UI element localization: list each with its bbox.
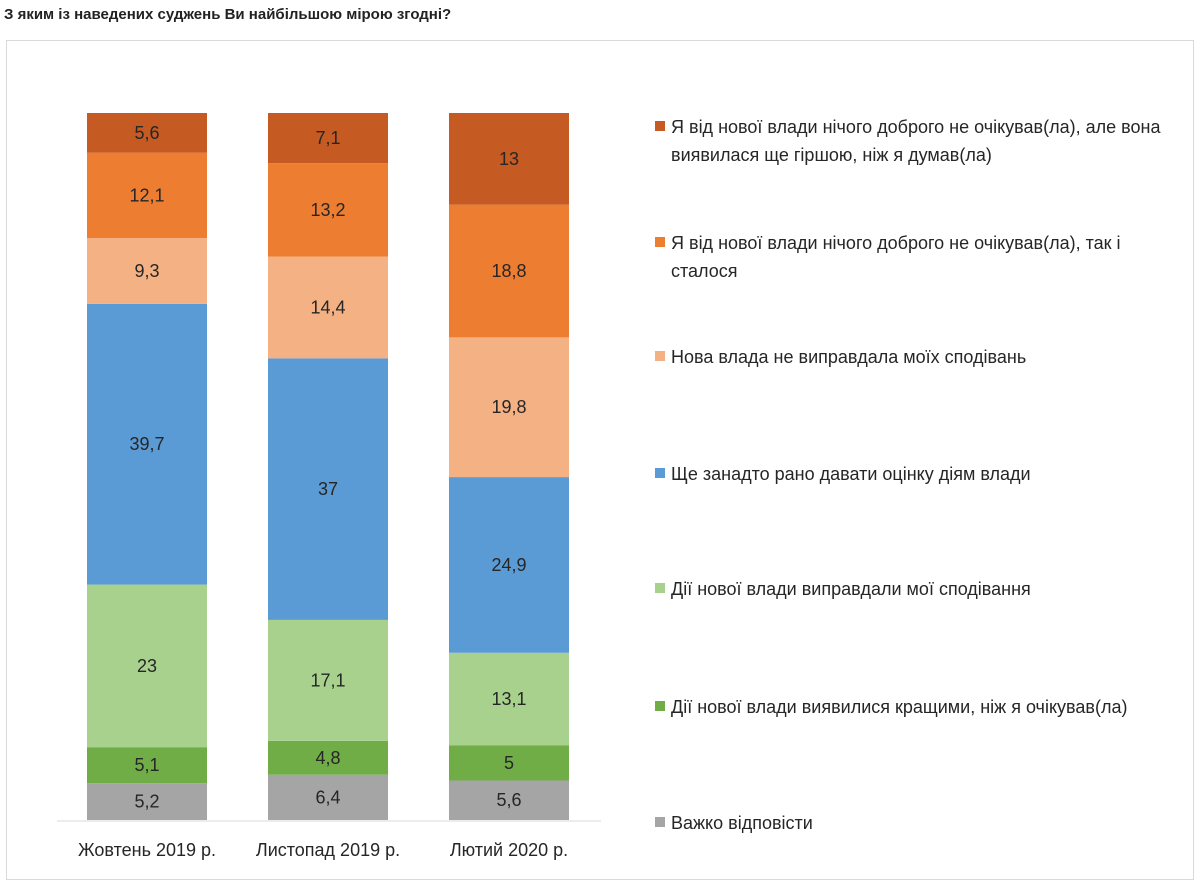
data-label: 19,8 [491, 397, 526, 417]
bar-segment [87, 152, 207, 239]
bar-segment [268, 358, 388, 620]
bar-segment [268, 774, 388, 820]
stacked-bar-chart: 5,2 5,1 23 39,7 9,3 12,1 5,6 Жовтень 2019 р. 6,4… [57, 113, 601, 860]
bar-segment [449, 204, 569, 338]
legend-swatch [655, 351, 665, 361]
legend-item: Важко відповісти [655, 809, 1175, 837]
data-label: 9,3 [134, 261, 159, 281]
category-label: Жовтень 2019 р. [78, 840, 216, 860]
bar-segment [87, 113, 207, 153]
data-label: 5,2 [134, 792, 159, 812]
bar-segment [87, 747, 207, 784]
bar-segment [268, 256, 388, 359]
page-title: З яким із наведених суджень Ви найбільшо… [4, 6, 452, 23]
legend-item: Я від нової влади нічого доброго не очік… [655, 113, 1175, 169]
bar-segment [449, 652, 569, 746]
category-label: Лютий 2020 р. [450, 840, 568, 860]
bar-segment [449, 477, 569, 653]
data-label: 23 [137, 656, 157, 676]
data-label: 24,9 [491, 555, 526, 575]
legend-label: Важко відповісти [671, 813, 813, 833]
data-label: 13,1 [491, 689, 526, 709]
bar-segment [268, 619, 388, 741]
bar-segment [449, 780, 569, 820]
data-label: 14,4 [310, 297, 345, 317]
data-label: 6,4 [315, 787, 340, 807]
data-label: 5,1 [134, 755, 159, 775]
legend-label: Дії нової влади виправдали мої сподіванн… [671, 579, 1031, 599]
data-label: 39,7 [129, 434, 164, 454]
legend-label: Я від нової влади нічого доброго не очік… [671, 233, 1121, 281]
bar-segment [449, 745, 569, 781]
bar-segment [268, 740, 388, 775]
legend-swatch [655, 468, 665, 478]
legend-swatch [655, 237, 665, 247]
bar-segment [87, 584, 207, 748]
legend-swatch [655, 583, 665, 593]
chart-frame: 5,2 5,1 23 39,7 9,3 12,1 5,6 Жовтень 2019 р. 6,4… [6, 40, 1194, 880]
data-label: 37 [318, 479, 338, 499]
bar-segment [449, 113, 569, 205]
legend-item: Ще занадто рано давати оцінку діям влади [655, 460, 1175, 488]
bar-segment [87, 303, 207, 585]
bar-segment [87, 238, 207, 304]
data-label: 7,1 [315, 128, 340, 148]
legend-item: Нова влада не виправдала моїх сподівань [655, 343, 1175, 371]
legend-swatch [655, 121, 665, 131]
data-label: 13,2 [310, 200, 345, 220]
data-label: 5,6 [496, 790, 521, 810]
data-label: 4,8 [315, 748, 340, 768]
legend-item: Я від нової влади нічого доброго не очік… [655, 229, 1175, 285]
bar-segment [268, 163, 388, 257]
data-label: 12,1 [129, 185, 164, 205]
legend-label: Я від нової влади нічого доброго не очік… [671, 117, 1161, 165]
data-label: 17,1 [310, 670, 345, 690]
data-label: 18,8 [491, 261, 526, 281]
legend-swatch [655, 817, 665, 827]
bar-segment [268, 113, 388, 164]
data-label: 5 [504, 753, 514, 773]
bar-segment [449, 337, 569, 478]
legend-label: Ще занадто рано давати оцінку діям влади [671, 464, 1031, 484]
data-label: 13 [499, 149, 519, 169]
legend-label: Нова влада не виправдала моїх сподівань [671, 347, 1027, 367]
category-label: Листопад 2019 р. [256, 840, 400, 860]
legend-item: Дії нової влади виявилися кращими, ніж я… [655, 693, 1175, 721]
legend-swatch [655, 701, 665, 711]
bar-segment [87, 783, 207, 820]
data-label: 5,6 [134, 123, 159, 143]
legend-label: Дії нової влади виявилися кращими, ніж я… [671, 697, 1128, 717]
legend-item: Дії нової влади виправдали мої сподіванн… [655, 575, 1175, 603]
